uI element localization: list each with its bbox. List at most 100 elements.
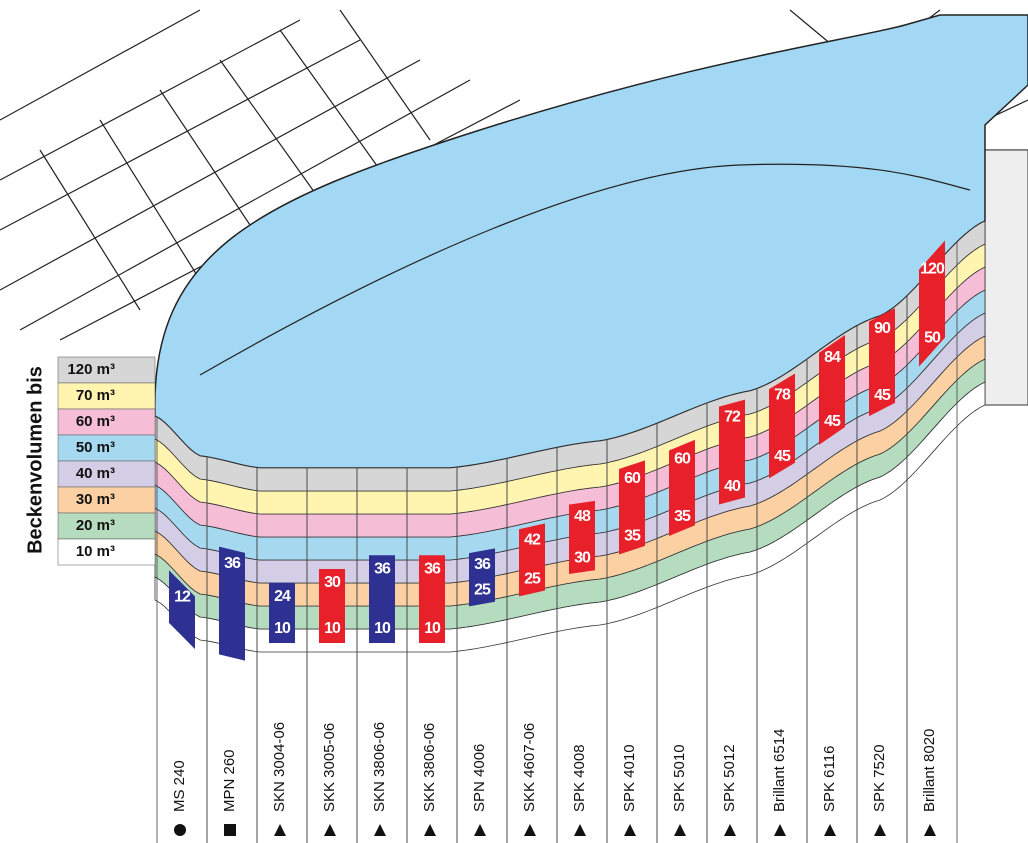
symbol-square <box>224 824 236 836</box>
legend-swatch <box>57 460 156 488</box>
product-name: SPK 7520 <box>871 744 888 812</box>
range-box <box>219 546 245 661</box>
max-label: 78 <box>774 387 791 404</box>
pool-floor-line <box>199 163 971 376</box>
symbol-triangle <box>674 824 686 836</box>
max-label: 36 <box>474 556 491 573</box>
range-boxes: 12 36 24 10 30 10 36 10 36 10 36 25 42 25 48 30 60 35 60 35… <box>169 240 946 661</box>
min-label: 35 <box>624 527 641 544</box>
paving-lines <box>0 9 521 341</box>
min-label: 10 <box>324 620 341 637</box>
min-label: 50 <box>924 329 941 346</box>
product-name: SKN 3806-06 <box>371 722 388 812</box>
product-name: SKK 3806-06 <box>421 723 438 812</box>
legend-swatch <box>57 356 156 384</box>
max-label: 36 <box>424 560 441 577</box>
product-name: SPK 4008 <box>571 744 588 812</box>
max-label: 36 <box>374 560 391 577</box>
product-name: Brillant 6514 <box>771 729 788 812</box>
symbol-triangle <box>624 824 636 836</box>
product-name: MPN 260 <box>221 749 238 812</box>
legend-swatch <box>57 434 156 462</box>
column-lines <box>156 241 958 843</box>
max-label: 36 <box>224 555 241 572</box>
range-box <box>169 570 195 650</box>
legend-swatch <box>57 512 156 540</box>
symbol-triangle <box>524 824 536 836</box>
legend-title: Beckenvolumen bis <box>24 366 46 554</box>
legend-label: 120 m³ <box>67 361 115 378</box>
min-label: 40 <box>724 478 741 495</box>
product-name: SKK 3005-06 <box>321 723 338 812</box>
max-label: 12 <box>174 589 191 606</box>
range-box <box>569 500 595 575</box>
min-label: 45 <box>774 448 791 465</box>
min-label: 25 <box>524 571 541 588</box>
symbol-triangle <box>924 824 936 836</box>
range-box <box>469 548 495 607</box>
min-label: 45 <box>874 387 891 404</box>
product-name: SPK 5012 <box>721 744 738 812</box>
max-label: 42 <box>524 532 541 549</box>
min-label: 25 <box>474 581 491 598</box>
max-label: 90 <box>874 320 891 337</box>
max-label: 48 <box>574 508 591 525</box>
symbol-triangle <box>474 824 486 836</box>
max-label: 72 <box>724 408 741 425</box>
symbol-triangle <box>724 824 736 836</box>
symbol-triangle <box>274 824 286 836</box>
legend-swatch <box>57 538 156 566</box>
range-box <box>419 555 445 643</box>
min-label: 45 <box>824 413 841 430</box>
max-label: 120 <box>920 260 945 277</box>
legend: Beckenvolumen bis 120 m³ 70 m³ 60 m³ 50 m³ 4… <box>24 356 156 566</box>
range-box <box>369 555 395 643</box>
legend-label: 30 m³ <box>76 491 115 508</box>
max-label: 24 <box>274 588 291 605</box>
symbol-triangle <box>574 824 586 836</box>
range-box <box>719 399 745 505</box>
max-label: 60 <box>624 470 641 487</box>
product-name: SPN 4006 <box>471 744 488 812</box>
product-name: SPK 4010 <box>621 744 638 812</box>
range-box <box>669 439 695 536</box>
symbol-triangle <box>874 824 886 836</box>
symbol-triangle <box>774 824 786 836</box>
min-label: 30 <box>574 549 591 566</box>
product-labels: MS 240 MPN 260 SKN 3004-06 SKK 3005-06 SKN 3… <box>171 722 938 836</box>
product-name: SKN 3004-06 <box>271 722 288 812</box>
symbol-triangle <box>424 824 436 836</box>
range-box <box>619 460 645 555</box>
legend-label: 20 m³ <box>76 517 115 534</box>
min-label: 10 <box>374 620 391 637</box>
min-label: 35 <box>674 508 691 525</box>
range-box <box>919 240 945 367</box>
paving-lines <box>39 9 431 311</box>
range-box <box>819 335 845 445</box>
legend-label: 10 m³ <box>76 543 115 560</box>
legend-label: 40 m³ <box>76 465 115 482</box>
legend-label: 50 m³ <box>76 439 115 456</box>
product-name: SPK 6116 <box>821 746 838 812</box>
product-name: SKK 4607-06 <box>521 723 538 812</box>
min-label: 10 <box>424 620 441 637</box>
min-label: 10 <box>274 620 291 637</box>
range-box <box>869 308 895 417</box>
max-label: 30 <box>324 574 341 591</box>
max-label: 84 <box>824 349 841 366</box>
range-box <box>319 569 345 643</box>
symbol-circle <box>174 824 186 836</box>
legend-label: 70 m³ <box>76 387 115 404</box>
product-name: Brillant 8020 <box>921 729 938 812</box>
product-name: MS 240 <box>171 760 188 812</box>
product-name: SPK 5010 <box>671 744 688 812</box>
range-box <box>269 582 295 643</box>
symbol-triangle <box>374 824 386 836</box>
symbol-triangle <box>324 824 336 836</box>
range-box <box>769 373 795 479</box>
symbol-triangle <box>824 824 836 836</box>
concrete-pillar <box>984 149 1028 406</box>
range-box <box>519 523 545 597</box>
max-label: 60 <box>674 450 691 467</box>
